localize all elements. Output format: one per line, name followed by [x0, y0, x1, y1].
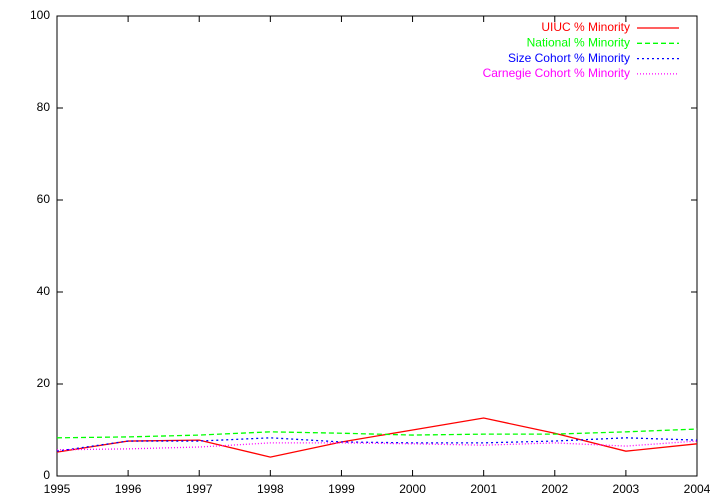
- plot-frame: [56, 15, 698, 477]
- x-tick-label: 1999: [328, 482, 355, 496]
- series-line: [56, 428, 698, 439]
- y-tick-label: 60: [37, 192, 51, 206]
- x-tick-label: 2001: [470, 482, 497, 496]
- y-tick-label: 40: [37, 284, 51, 298]
- x-tick-label: 1996: [115, 482, 142, 496]
- y-tick-label: 80: [37, 100, 51, 114]
- legend-label: Size Cohort % Minority: [508, 51, 630, 65]
- series-line: [56, 437, 698, 452]
- x-tick-label: 1995: [44, 482, 71, 496]
- y-tick-label: 0: [43, 468, 50, 482]
- y-tick-label: 20: [37, 376, 51, 390]
- x-tick-label: 1997: [186, 482, 213, 496]
- x-tick-label: 2000: [399, 482, 426, 496]
- x-tick-label: 2004: [684, 482, 711, 496]
- legend-label: National % Minority: [527, 35, 630, 49]
- x-tick-label: 2002: [541, 482, 568, 496]
- x-tick-label: 1998: [257, 482, 284, 496]
- x-tick-label: 2003: [613, 482, 640, 496]
- legend-label: UIUC % Minority: [541, 20, 630, 34]
- legend-label: Carnegie Cohort % Minority: [483, 66, 630, 80]
- series-line: [56, 417, 698, 458]
- y-tick-label: 100: [30, 8, 50, 22]
